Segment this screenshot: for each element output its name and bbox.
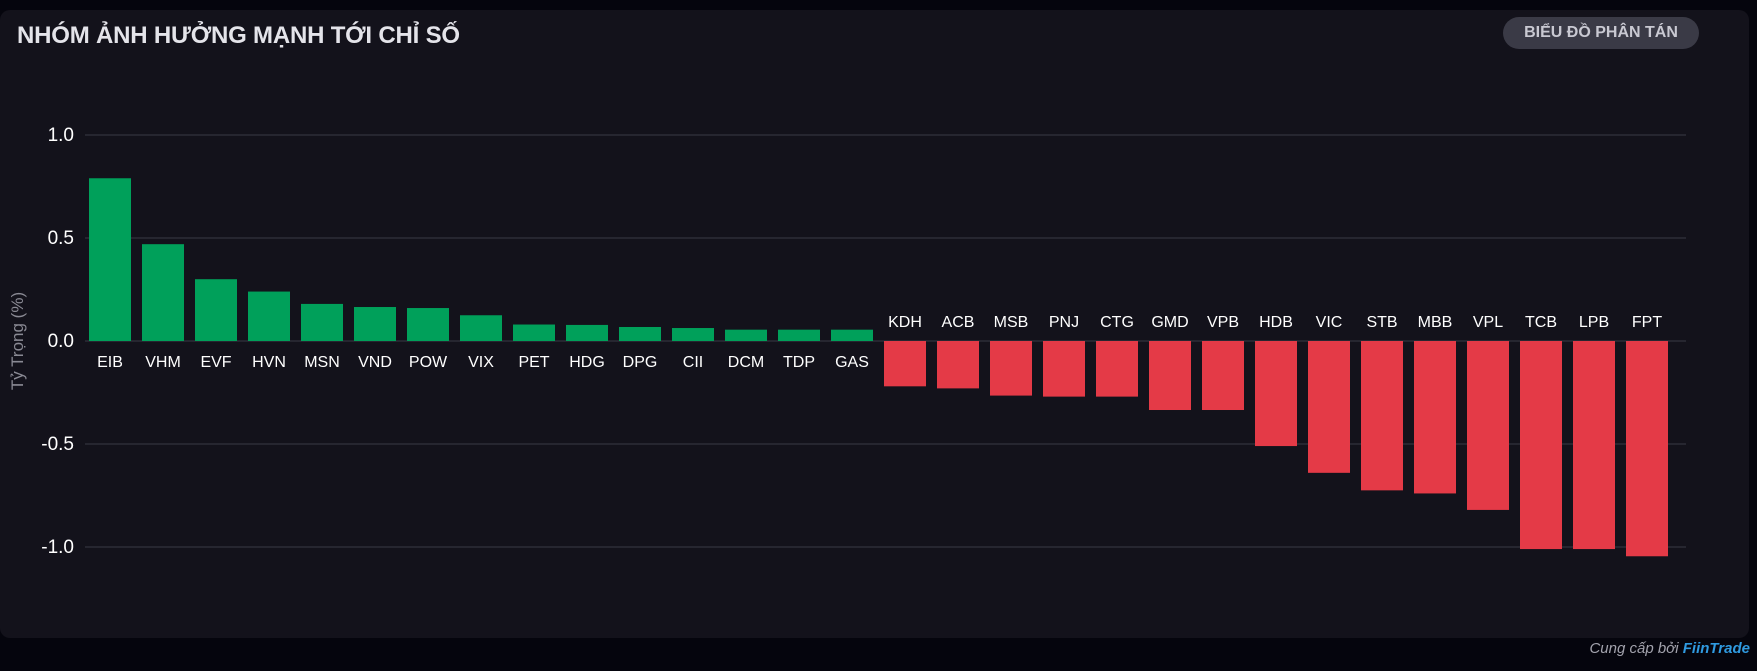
bar-lpb xyxy=(1573,341,1615,550)
category-label-dpg: DPG xyxy=(623,354,658,371)
bar-hdb xyxy=(1255,341,1297,447)
footer-prefix: Cung cấp bởi xyxy=(1589,640,1679,657)
category-label-pnj: PNJ xyxy=(1049,314,1079,331)
category-label-dcm: DCM xyxy=(728,354,764,371)
bar-stb xyxy=(1361,341,1403,491)
bar-vic xyxy=(1308,341,1350,473)
page-title: NHÓM ẢNH HƯỞNG MẠNH TỚI CHỈ SỐ xyxy=(17,22,460,49)
category-label-msb: MSB xyxy=(994,314,1029,331)
category-label-lpb: LPB xyxy=(1579,314,1609,331)
category-label-vpl: VPL xyxy=(1473,314,1503,331)
bar-gmd xyxy=(1149,341,1191,411)
fiintrade-link[interactable]: FiinTrade xyxy=(1682,640,1750,657)
category-label-vix: VIX xyxy=(468,354,494,371)
category-label-vpb: VPB xyxy=(1207,314,1239,331)
y-tick-label: 0.0 xyxy=(48,331,74,352)
category-label-cii: CII xyxy=(683,354,703,371)
category-label-pow: POW xyxy=(409,354,448,371)
scatter-chart-toggle-button[interactable]: BIỂU ĐỒ PHÂN TÁN xyxy=(1503,17,1699,49)
y-axis-title: Tỷ Trọng (%) xyxy=(8,292,27,390)
y-tick-label: -0.5 xyxy=(41,434,74,455)
category-label-kdh: KDH xyxy=(888,314,922,331)
category-label-hdb: HDB xyxy=(1259,314,1293,331)
bar-vpb xyxy=(1202,341,1244,411)
footer-credit: Cung cấp bởi FiinTrade xyxy=(1589,640,1750,657)
bar-cii xyxy=(672,328,714,341)
bar-tdp xyxy=(778,329,820,341)
bar-msb xyxy=(990,341,1032,396)
category-label-msn: MSN xyxy=(304,354,340,371)
category-label-hdg: HDG xyxy=(569,354,605,371)
category-label-pet: PET xyxy=(518,354,549,371)
bar-pet xyxy=(513,324,555,341)
category-label-tdp: TDP xyxy=(783,354,815,371)
category-label-tcb: TCB xyxy=(1525,314,1557,331)
chart-panel xyxy=(0,10,1749,638)
bar-vix xyxy=(460,315,502,341)
bar-vhm xyxy=(142,244,184,341)
category-label-acb: ACB xyxy=(942,314,975,331)
bar-pnj xyxy=(1043,341,1085,397)
category-label-eib: EIB xyxy=(97,354,123,371)
bar-gas xyxy=(831,329,873,341)
y-tick-label: 1.0 xyxy=(48,125,74,146)
bar-kdh xyxy=(884,341,926,387)
bar-evf xyxy=(195,279,237,341)
bar-hdg xyxy=(566,324,608,341)
category-label-ctg: CTG xyxy=(1100,314,1134,331)
bar-hvn xyxy=(248,291,290,341)
category-label-hvn: HVN xyxy=(252,354,286,371)
category-label-vic: VIC xyxy=(1316,314,1343,331)
category-label-gmd: GMD xyxy=(1151,314,1188,331)
bar-fpt xyxy=(1626,341,1668,557)
y-tick-label: 0.5 xyxy=(48,228,74,249)
bar-msn xyxy=(301,303,343,341)
category-label-stb: STB xyxy=(1366,314,1397,331)
bar-ctg xyxy=(1096,341,1138,397)
bar-vpl xyxy=(1467,341,1509,510)
category-label-gas: GAS xyxy=(835,354,869,371)
category-label-fpt: FPT xyxy=(1632,314,1662,331)
category-label-evf: EVF xyxy=(200,354,231,371)
category-label-mbb: MBB xyxy=(1418,314,1453,331)
bar-eib xyxy=(89,178,131,341)
bar-dcm xyxy=(725,329,767,341)
bar-mbb xyxy=(1414,341,1456,494)
bar-dpg xyxy=(619,326,661,341)
bar-vnd xyxy=(354,307,396,341)
bar-tcb xyxy=(1520,341,1562,550)
category-label-vnd: VND xyxy=(358,354,392,371)
category-label-vhm: VHM xyxy=(145,354,181,371)
bar-acb xyxy=(937,341,979,389)
y-tick-label: -1.0 xyxy=(41,537,74,558)
bar-pow xyxy=(407,308,449,341)
